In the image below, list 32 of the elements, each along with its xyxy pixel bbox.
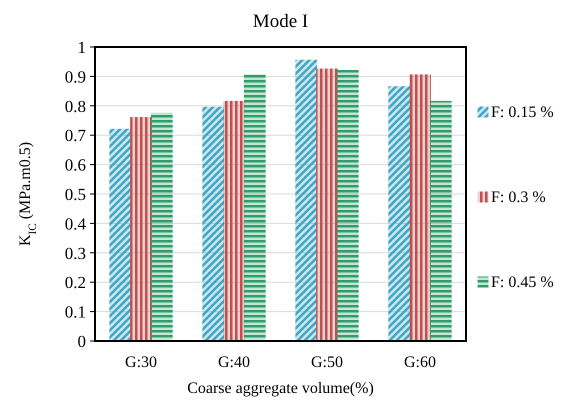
bar [150,112,173,342]
x-tick-label: G:40 [218,354,250,371]
chart-title: Mode I [252,11,308,32]
y-tick-label: 0.1 [64,302,86,322]
y-tick-label: 0.9 [64,67,86,86]
y-tick-label: 0.7 [64,126,86,146]
y-tick-label: 0.4 [64,214,86,234]
y-tick-label: 0 [78,332,86,351]
x-tick-label: G:50 [310,354,343,371]
x-axis-title: Coarse aggregate volume(%) [187,380,374,397]
x-tick-label: G:60 [404,354,436,371]
y-tick-label: 0.5 [64,184,86,204]
bar [202,106,224,342]
x-tick-label: G:30 [125,354,158,371]
y-tick-label: 0.8 [64,96,86,116]
bar [336,70,359,342]
bar [130,117,152,342]
bar [316,68,338,342]
bar [409,74,431,342]
y-tick-label: 0.6 [64,156,86,175]
bar [295,60,318,342]
bar [388,86,410,342]
bar [244,74,266,342]
legend-label: F: 0.3 % [491,189,546,206]
bar [109,128,132,342]
y-tick-label: 0.2 [64,273,86,292]
y-tick-label: 1 [78,38,86,57]
legend-label: F: 0.45 % [491,274,554,291]
y-tick-label: 0.3 [64,244,86,263]
bar [223,100,245,342]
legend-label: F: 0.15 % [491,104,554,121]
bar [430,100,452,342]
